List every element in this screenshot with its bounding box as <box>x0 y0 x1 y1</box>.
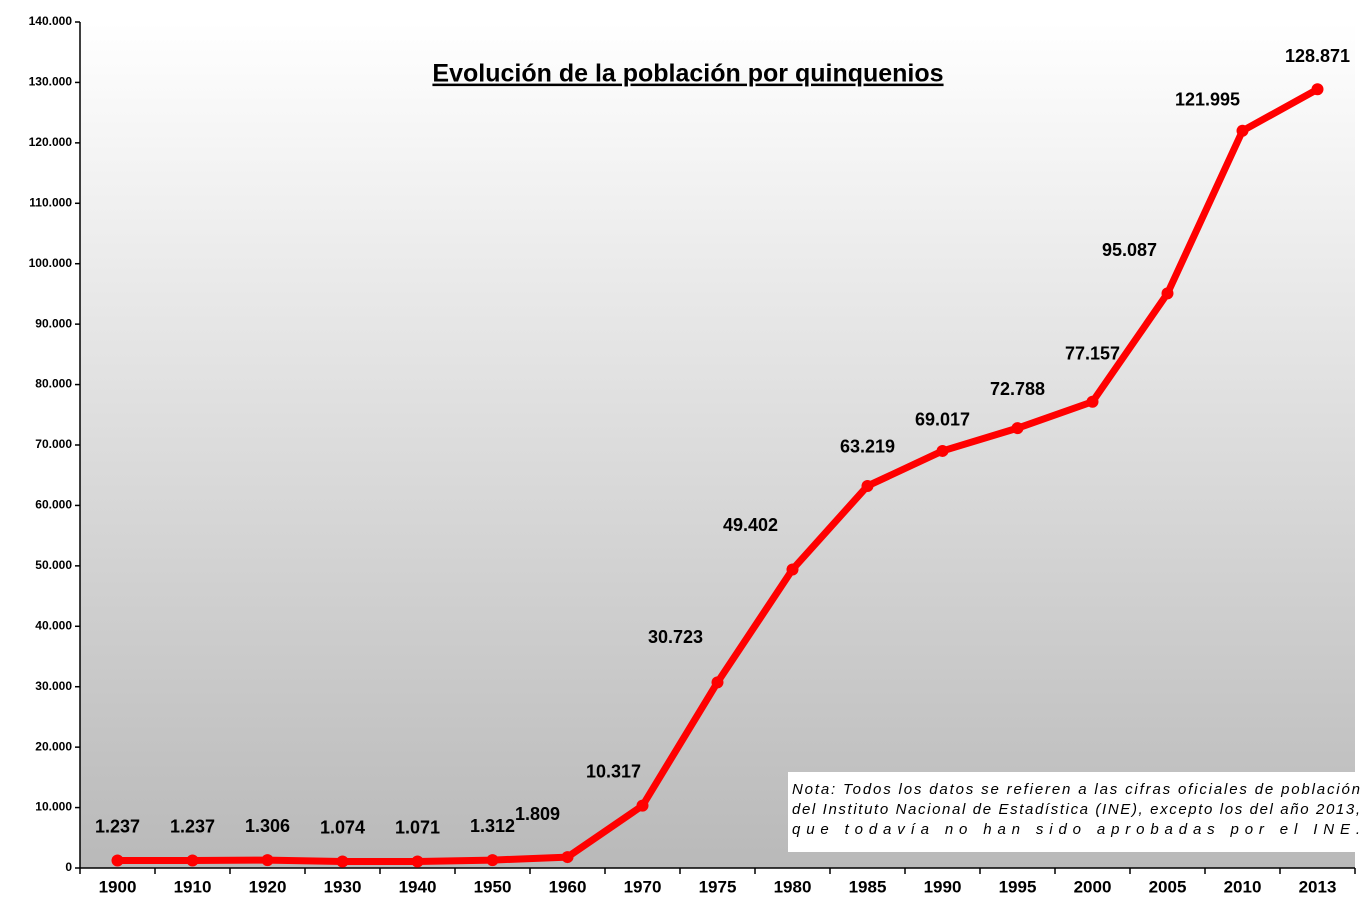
x-tick-label: 1960 <box>549 877 587 896</box>
marker <box>636 799 649 812</box>
marker <box>936 444 949 457</box>
marker <box>711 676 724 689</box>
y-tick-label: 30.000 <box>35 679 72 693</box>
y-tick-label: 90.000 <box>35 316 72 330</box>
x-tick-label: 2013 <box>1299 877 1337 896</box>
data-label: 128.871 <box>1285 46 1350 66</box>
data-label: 63.219 <box>840 437 895 457</box>
x-tick-label: 1990 <box>924 877 962 896</box>
x-tick-label: 1900 <box>99 877 137 896</box>
y-tick-label: 140.000 <box>29 14 73 28</box>
x-tick-label: 2000 <box>1074 877 1112 896</box>
data-label: 49.402 <box>723 515 778 535</box>
marker <box>1161 287 1174 300</box>
x-tick-label: 1980 <box>774 877 812 896</box>
x-tick-label: 1975 <box>699 877 737 896</box>
x-tick-label: 2010 <box>1224 877 1262 896</box>
marker <box>486 854 499 867</box>
x-tick-label: 1985 <box>849 877 887 896</box>
data-label: 1.074 <box>320 817 365 837</box>
x-tick-label: 2005 <box>1149 877 1187 896</box>
data-label: 1.312 <box>470 816 515 836</box>
data-label: 95.087 <box>1102 240 1157 260</box>
data-label: 30.723 <box>648 627 703 647</box>
marker <box>1311 83 1324 96</box>
y-tick-label: 0 <box>65 860 72 874</box>
marker <box>1236 124 1249 137</box>
note-text: del Instituto Nacional de Estadística (I… <box>792 801 1360 818</box>
plot-area <box>80 22 1355 868</box>
note-text: Nota: Todos los datos se refieren a las … <box>792 781 1360 798</box>
y-tick-label: 70.000 <box>35 437 72 451</box>
data-label: 77.157 <box>1065 344 1120 364</box>
x-tick-label: 1920 <box>249 877 287 896</box>
marker <box>261 854 274 867</box>
y-tick-label: 40.000 <box>35 618 72 632</box>
y-tick-label: 120.000 <box>29 135 73 149</box>
data-label: 1.237 <box>170 816 215 836</box>
note-box <box>788 772 1362 852</box>
marker <box>111 854 124 867</box>
data-label: 1.306 <box>245 816 290 836</box>
data-label: 69.017 <box>915 410 970 430</box>
data-label: 10.317 <box>586 761 641 781</box>
marker <box>861 479 874 492</box>
x-tick-label: 1970 <box>624 877 662 896</box>
data-label: 1.071 <box>395 817 440 837</box>
data-label: 121.995 <box>1175 90 1240 110</box>
marker <box>336 855 349 868</box>
y-tick-label: 50.000 <box>35 558 72 572</box>
marker <box>1086 395 1099 408</box>
data-label: 1.809 <box>515 804 560 824</box>
y-tick-label: 130.000 <box>29 75 73 89</box>
marker <box>1011 422 1024 435</box>
chart-title: Evolución de la población por quinquenio… <box>432 60 943 88</box>
marker <box>561 851 574 864</box>
y-tick-label: 20.000 <box>35 739 72 753</box>
marker <box>411 855 424 868</box>
marker <box>786 563 799 576</box>
y-tick-label: 110.000 <box>29 195 72 209</box>
x-tick-label: 1995 <box>999 877 1037 896</box>
x-tick-label: 1910 <box>174 877 212 896</box>
x-tick-label: 1930 <box>324 877 362 896</box>
y-tick-label: 10.000 <box>35 800 72 814</box>
marker <box>186 854 199 867</box>
data-label: 1.237 <box>95 816 140 836</box>
x-tick-label: 1940 <box>399 877 437 896</box>
y-tick-label: 80.000 <box>35 377 72 391</box>
x-tick-label: 1950 <box>474 877 512 896</box>
y-tick-label: 60.000 <box>35 498 72 512</box>
y-tick-label: 100.000 <box>29 256 73 270</box>
data-label: 72.788 <box>990 379 1045 399</box>
